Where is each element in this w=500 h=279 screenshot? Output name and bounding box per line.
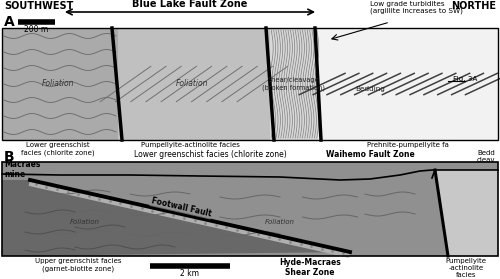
Bar (0, 148, 500, 279)
Text: Fig. 3A: Fig. 3A (453, 76, 477, 82)
Text: Hyde-Macraes
Shear Zone: Hyde-Macraes Shear Zone (279, 258, 341, 277)
Text: Shear/cleavage
(broken formation): Shear/cleavage (broken formation) (262, 77, 326, 91)
Bar (2, 162, 498, 256)
Text: A: A (4, 15, 15, 29)
Text: Waihemo Fault Zone: Waihemo Fault Zone (326, 150, 414, 159)
Text: SOUTHWEST: SOUTHWEST (4, 1, 73, 11)
Text: B: B (4, 150, 14, 164)
Text: 2 km: 2 km (180, 269, 200, 278)
Text: Pumpellyite-actinolite facies: Pumpellyite-actinolite facies (140, 142, 239, 148)
Text: Lower greenschist
facies (chlorite zone): Lower greenschist facies (chlorite zone) (21, 142, 95, 155)
Text: Bedding: Bedding (355, 86, 385, 92)
Text: Foliation: Foliation (176, 80, 208, 88)
Text: Bedd
cleav: Bedd cleav (476, 150, 495, 163)
Text: Footwall Fault: Footwall Fault (150, 196, 212, 219)
Text: Pumpellyite
-actinolite
facies: Pumpellyite -actinolite facies (446, 258, 486, 278)
Text: Prehnite-pumpellyite fa: Prehnite-pumpellyite fa (367, 142, 449, 148)
Polygon shape (435, 170, 498, 256)
Text: Macraes
mine: Macraes mine (4, 160, 41, 179)
Bar (118, 28, 270, 140)
Text: 200 m: 200 m (24, 25, 48, 34)
Text: Foliation: Foliation (70, 219, 100, 225)
Polygon shape (2, 180, 350, 256)
Text: Upper greenschist facies
(garnet-biotite zone): Upper greenschist facies (garnet-biotite… (35, 258, 121, 271)
Text: Foliation: Foliation (42, 80, 74, 88)
Bar (2, 28, 118, 140)
Bar (270, 28, 318, 140)
Text: Blue Lake Fault Zone: Blue Lake Fault Zone (132, 0, 248, 9)
Text: Foliation: Foliation (265, 219, 295, 225)
Bar (2, 28, 498, 140)
Text: Lower greenschist facies (chlorite zone): Lower greenschist facies (chlorite zone) (134, 150, 286, 159)
Polygon shape (28, 180, 350, 258)
Text: Low grade turbidites
(argillite increases to SW): Low grade turbidites (argillite increase… (370, 1, 463, 15)
Bar (318, 28, 498, 140)
Text: NORTHE: NORTHE (451, 1, 496, 11)
Bar (2, 162, 498, 256)
